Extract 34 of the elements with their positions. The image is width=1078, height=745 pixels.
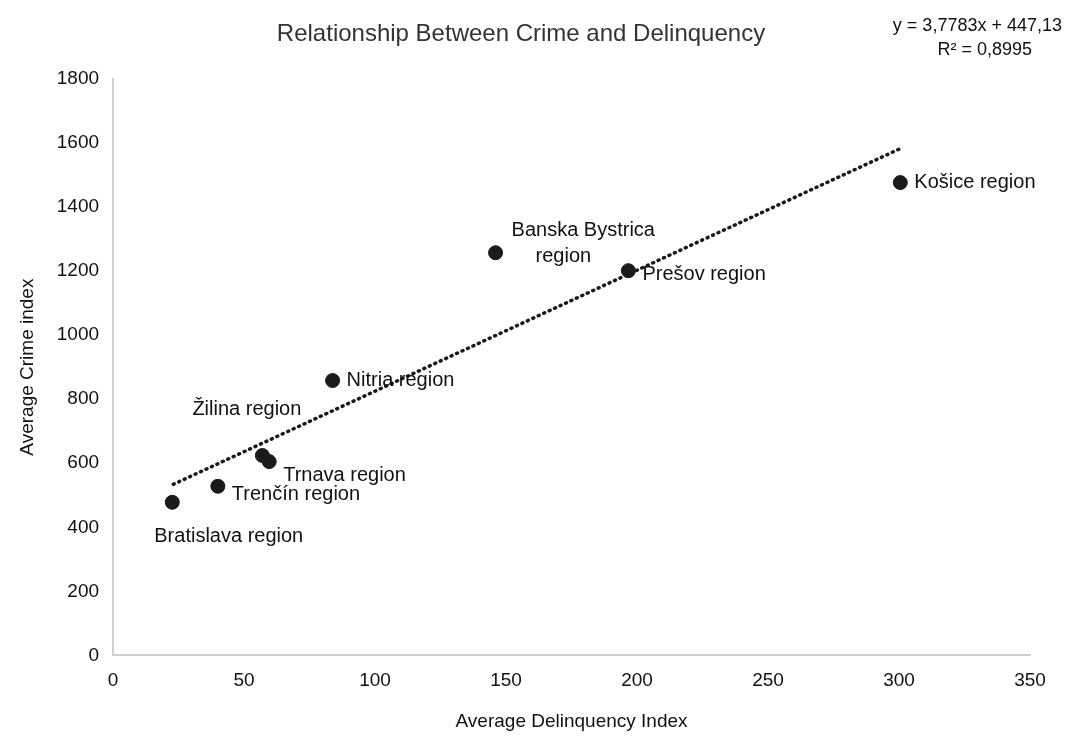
- y-tick-label: 200: [67, 579, 100, 601]
- annotation: Košice region: [914, 170, 1036, 193]
- y-tick-label: 800: [67, 387, 100, 409]
- y-tick-label: 400: [67, 515, 100, 537]
- y-tick-label: 1600: [56, 131, 100, 153]
- x-tick-label: 300: [883, 669, 915, 691]
- x-tick-label: 100: [359, 669, 391, 691]
- annotation: Žilina region: [192, 397, 302, 420]
- annotation: Nitria region: [346, 368, 455, 391]
- x-tick-label: 250: [752, 669, 784, 691]
- y-tick-label: 1400: [56, 195, 100, 217]
- point: [210, 478, 226, 494]
- x-tick-label: 200: [621, 669, 653, 691]
- x-tick-label: 150: [490, 669, 522, 691]
- x-tick-label: 350: [1014, 669, 1046, 691]
- y-tick-label: 0: [88, 643, 100, 665]
- point: [164, 494, 180, 510]
- point: [892, 175, 908, 191]
- y-axis-title: Average Crime index: [15, 278, 37, 456]
- x-tick-label: 0: [107, 669, 119, 691]
- text: y = 3,7783x + 447,13: [892, 14, 1062, 35]
- chart-title: Relationship Between Crime and Delinquency: [276, 19, 766, 47]
- annotation: Bratislava region: [154, 523, 304, 546]
- y-tick-label: 1800: [56, 67, 100, 89]
- point: [620, 263, 636, 279]
- x-tick-label: 50: [233, 669, 255, 691]
- x-axis-title: Average Delinquency Index: [455, 709, 689, 731]
- text: R² = 0,8995: [937, 38, 1032, 59]
- point: [325, 373, 341, 389]
- y-tick-label: 600: [67, 451, 100, 473]
- point: [261, 454, 277, 470]
- y-tick-label: 1000: [56, 323, 100, 345]
- y-tick-label: 1200: [56, 259, 100, 281]
- point: [488, 245, 504, 261]
